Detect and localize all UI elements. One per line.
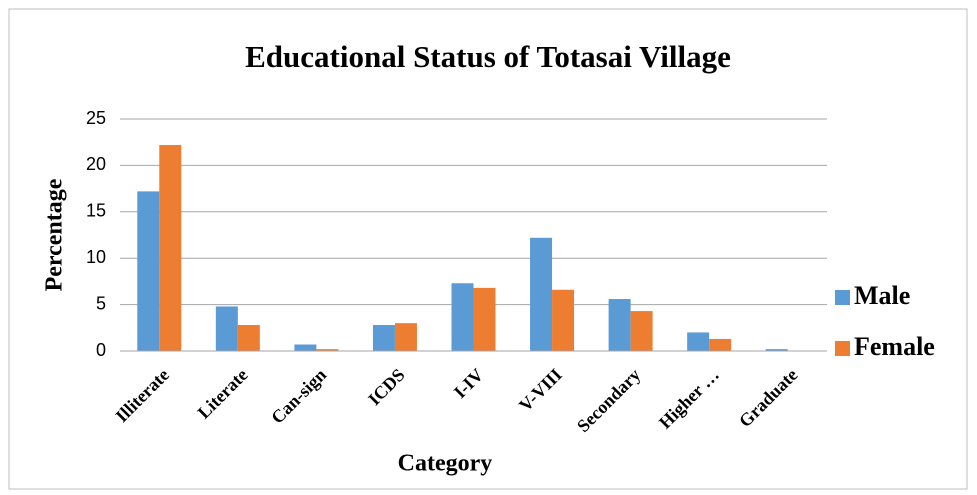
chart-title: Educational Status of Totasai Village [245,39,731,74]
bar [451,283,474,351]
bar [630,311,653,351]
bar [215,306,238,351]
bar [709,338,732,351]
y-tick-label: 10 [86,247,106,267]
bar [394,323,417,351]
bar [237,325,260,351]
bar [608,299,631,351]
bar [473,287,496,351]
bar [765,349,788,351]
bar [687,332,710,351]
y-tick-label: 15 [86,201,106,221]
x-axis-label: Category [398,451,493,477]
bar [294,344,317,351]
bar [372,325,395,351]
legend-swatch [835,290,850,305]
bar [137,191,160,351]
y-axis-label: Percentage [42,178,68,291]
legend-label: Female [854,332,935,361]
y-tick-label: 25 [86,108,106,128]
y-tick-label: 5 [96,293,106,313]
bar [530,237,553,351]
legend-swatch [835,341,850,356]
bar [552,289,575,351]
legend-label: Male [854,281,910,310]
bar [316,349,339,351]
y-tick-label: 20 [86,154,106,174]
bar [159,144,182,351]
y-tick-label: 0 [96,340,106,360]
